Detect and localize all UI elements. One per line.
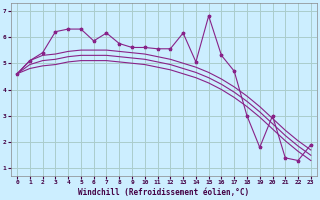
- X-axis label: Windchill (Refroidissement éolien,°C): Windchill (Refroidissement éolien,°C): [78, 188, 250, 197]
